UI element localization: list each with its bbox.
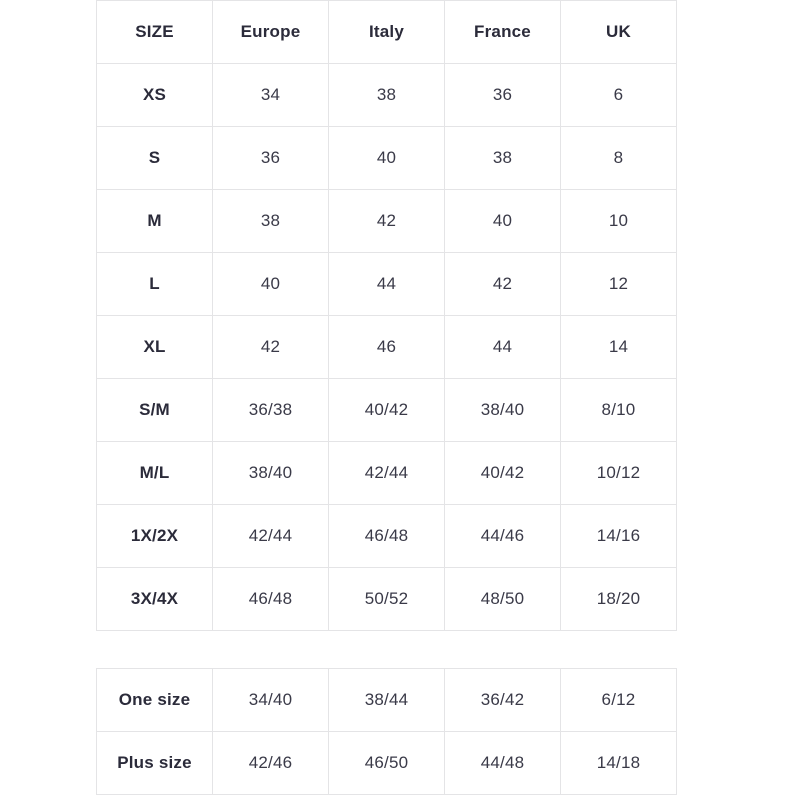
- cell-uk: 18/20: [560, 567, 677, 631]
- cell-uk: 8/10: [560, 378, 677, 442]
- cell-size: XL: [96, 315, 213, 379]
- cell-france: 44: [444, 315, 561, 379]
- cell-italy: 38/44: [328, 668, 445, 732]
- column-header-italy: Italy: [328, 0, 445, 64]
- cell-size: 3X/4X: [96, 567, 213, 631]
- table-body: One size 34/40 38/44 36/42 6/12 Plus siz…: [96, 668, 677, 795]
- cell-size: 1X/2X: [96, 504, 213, 568]
- cell-europe: 40: [212, 252, 329, 316]
- cell-size: S: [96, 126, 213, 190]
- cell-uk: 8: [560, 126, 677, 190]
- cell-europe: 34/40: [212, 668, 329, 732]
- cell-uk: 12: [560, 252, 677, 316]
- cell-france: 36/42: [444, 668, 561, 732]
- cell-europe: 46/48: [212, 567, 329, 631]
- cell-italy: 46/48: [328, 504, 445, 568]
- column-header-size: SIZE: [96, 0, 213, 64]
- cell-france: 36: [444, 63, 561, 127]
- table-row: M/L 38/40 42/44 40/42 10/12: [96, 441, 677, 505]
- cell-size: S/M: [96, 378, 213, 442]
- cell-size: M/L: [96, 441, 213, 505]
- cell-europe: 38: [212, 189, 329, 253]
- table-row: Plus size 42/46 46/50 44/48 14/18: [96, 731, 677, 795]
- cell-italy: 46: [328, 315, 445, 379]
- cell-italy: 40: [328, 126, 445, 190]
- column-header-europe: Europe: [212, 0, 329, 64]
- cell-france: 38/40: [444, 378, 561, 442]
- cell-france: 44/48: [444, 731, 561, 795]
- table-body: XS 34 38 36 6 S 36 40 38 8 M 38 42 40 10: [96, 63, 677, 631]
- one-size-plus-size-table: One size 34/40 38/44 36/42 6/12 Plus siz…: [96, 668, 677, 795]
- table-row: 1X/2X 42/44 46/48 44/46 14/16: [96, 504, 677, 568]
- size-conversion-table: SIZE Europe Italy France UK XS 34 38 36 …: [96, 0, 677, 631]
- cell-europe: 42/46: [212, 731, 329, 795]
- cell-france: 40/42: [444, 441, 561, 505]
- cell-europe: 38/40: [212, 441, 329, 505]
- cell-italy: 42: [328, 189, 445, 253]
- cell-europe: 42/44: [212, 504, 329, 568]
- column-header-france: France: [444, 0, 561, 64]
- cell-uk: 10: [560, 189, 677, 253]
- cell-italy: 50/52: [328, 567, 445, 631]
- cell-france: 38: [444, 126, 561, 190]
- table-row: One size 34/40 38/44 36/42 6/12: [96, 668, 677, 732]
- cell-uk: 10/12: [560, 441, 677, 505]
- table-row: XL 42 46 44 14: [96, 315, 677, 379]
- cell-france: 44/46: [444, 504, 561, 568]
- cell-france: 48/50: [444, 567, 561, 631]
- cell-uk: 6: [560, 63, 677, 127]
- cell-uk: 14/18: [560, 731, 677, 795]
- cell-uk: 14/16: [560, 504, 677, 568]
- cell-size: One size: [96, 668, 213, 732]
- cell-france: 42: [444, 252, 561, 316]
- cell-italy: 44: [328, 252, 445, 316]
- table-row: S 36 40 38 8: [96, 126, 677, 190]
- cell-europe: 34: [212, 63, 329, 127]
- cell-europe: 36: [212, 126, 329, 190]
- table-row: XS 34 38 36 6: [96, 63, 677, 127]
- table-header-row: SIZE Europe Italy France UK: [96, 0, 677, 64]
- table-row: S/M 36/38 40/42 38/40 8/10: [96, 378, 677, 442]
- cell-size: M: [96, 189, 213, 253]
- cell-italy: 46/50: [328, 731, 445, 795]
- cell-size: XS: [96, 63, 213, 127]
- table-row: 3X/4X 46/48 50/52 48/50 18/20: [96, 567, 677, 631]
- cell-europe: 42: [212, 315, 329, 379]
- cell-uk: 6/12: [560, 668, 677, 732]
- cell-italy: 38: [328, 63, 445, 127]
- cell-uk: 14: [560, 315, 677, 379]
- column-header-uk: UK: [560, 0, 677, 64]
- cell-size: Plus size: [96, 731, 213, 795]
- cell-italy: 40/42: [328, 378, 445, 442]
- table-row: M 38 42 40 10: [96, 189, 677, 253]
- cell-size: L: [96, 252, 213, 316]
- cell-europe: 36/38: [212, 378, 329, 442]
- cell-italy: 42/44: [328, 441, 445, 505]
- table-row: L 40 44 42 12: [96, 252, 677, 316]
- cell-france: 40: [444, 189, 561, 253]
- table-header: SIZE Europe Italy France UK: [96, 0, 677, 64]
